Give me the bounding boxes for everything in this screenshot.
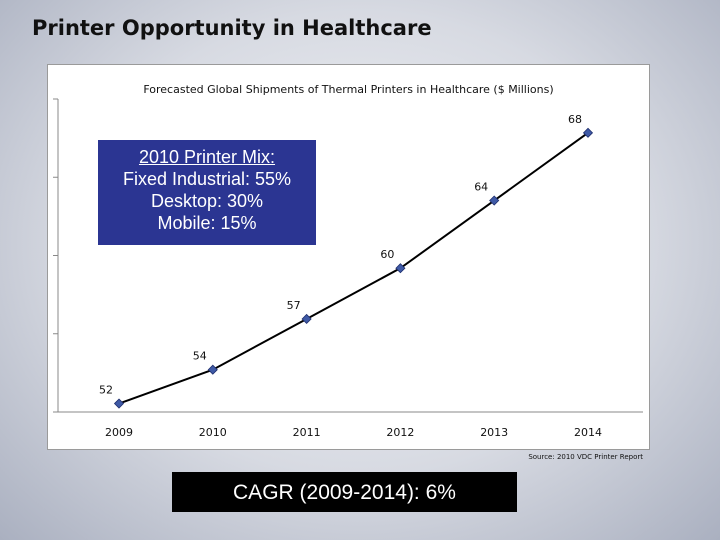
data-point-marker bbox=[395, 263, 406, 274]
data-value-label: 68 bbox=[568, 113, 582, 126]
data-value-label: 52 bbox=[99, 384, 113, 397]
printer-mix-desktop: Desktop: 30% bbox=[150, 191, 264, 211]
cagr-banner: CAGR (2009-2014): 6% bbox=[172, 472, 517, 512]
x-tick-label: 2013 bbox=[480, 426, 508, 439]
data-point-marker bbox=[489, 195, 500, 206]
printer-mix-fixed-industrial: Fixed Industrial: 55% bbox=[122, 169, 292, 189]
data-point-marker bbox=[582, 127, 594, 138]
source-note: Source: 2010 VDC Printer Report bbox=[528, 453, 643, 461]
y-axis-ticks bbox=[53, 98, 58, 413]
x-tick-label: 2012 bbox=[386, 426, 414, 439]
data-value-label: 64 bbox=[474, 181, 488, 194]
x-tick-label: 2010 bbox=[199, 426, 227, 439]
data-point-marker bbox=[113, 398, 125, 409]
data-point-marker bbox=[207, 364, 218, 375]
data-markers bbox=[113, 127, 594, 409]
chart-panel: Forecasted Global Shipments of Thermal P… bbox=[47, 64, 650, 450]
line-chart: 2009 2010 2011 2012 2013 2014 52 54 57 60 64 68 bbox=[53, 98, 643, 439]
x-tick-label: 2009 bbox=[105, 426, 133, 439]
printer-mix-heading: 2010 Printer Mix: bbox=[138, 147, 276, 167]
printer-mix-mobile: Mobile: 15% bbox=[157, 213, 257, 233]
x-axis-ticks: 2009 2010 2011 2012 2013 2014 bbox=[105, 426, 602, 439]
printer-mix-callout: 2010 Printer Mix: Fixed Industrial: 55% … bbox=[98, 140, 316, 245]
data-point-marker bbox=[301, 313, 312, 325]
data-labels: 52 54 57 60 64 68 bbox=[99, 113, 582, 397]
slide-title: Printer Opportunity in Healthcare bbox=[32, 16, 432, 40]
data-value-label: 57 bbox=[287, 299, 301, 312]
data-value-label: 54 bbox=[193, 350, 207, 363]
x-tick-label: 2011 bbox=[293, 426, 321, 439]
series-line bbox=[118, 132, 589, 405]
x-tick-label: 2014 bbox=[574, 426, 602, 439]
chart-title: Forecasted Global Shipments of Thermal P… bbox=[143, 83, 554, 96]
data-value-label: 60 bbox=[380, 248, 394, 261]
